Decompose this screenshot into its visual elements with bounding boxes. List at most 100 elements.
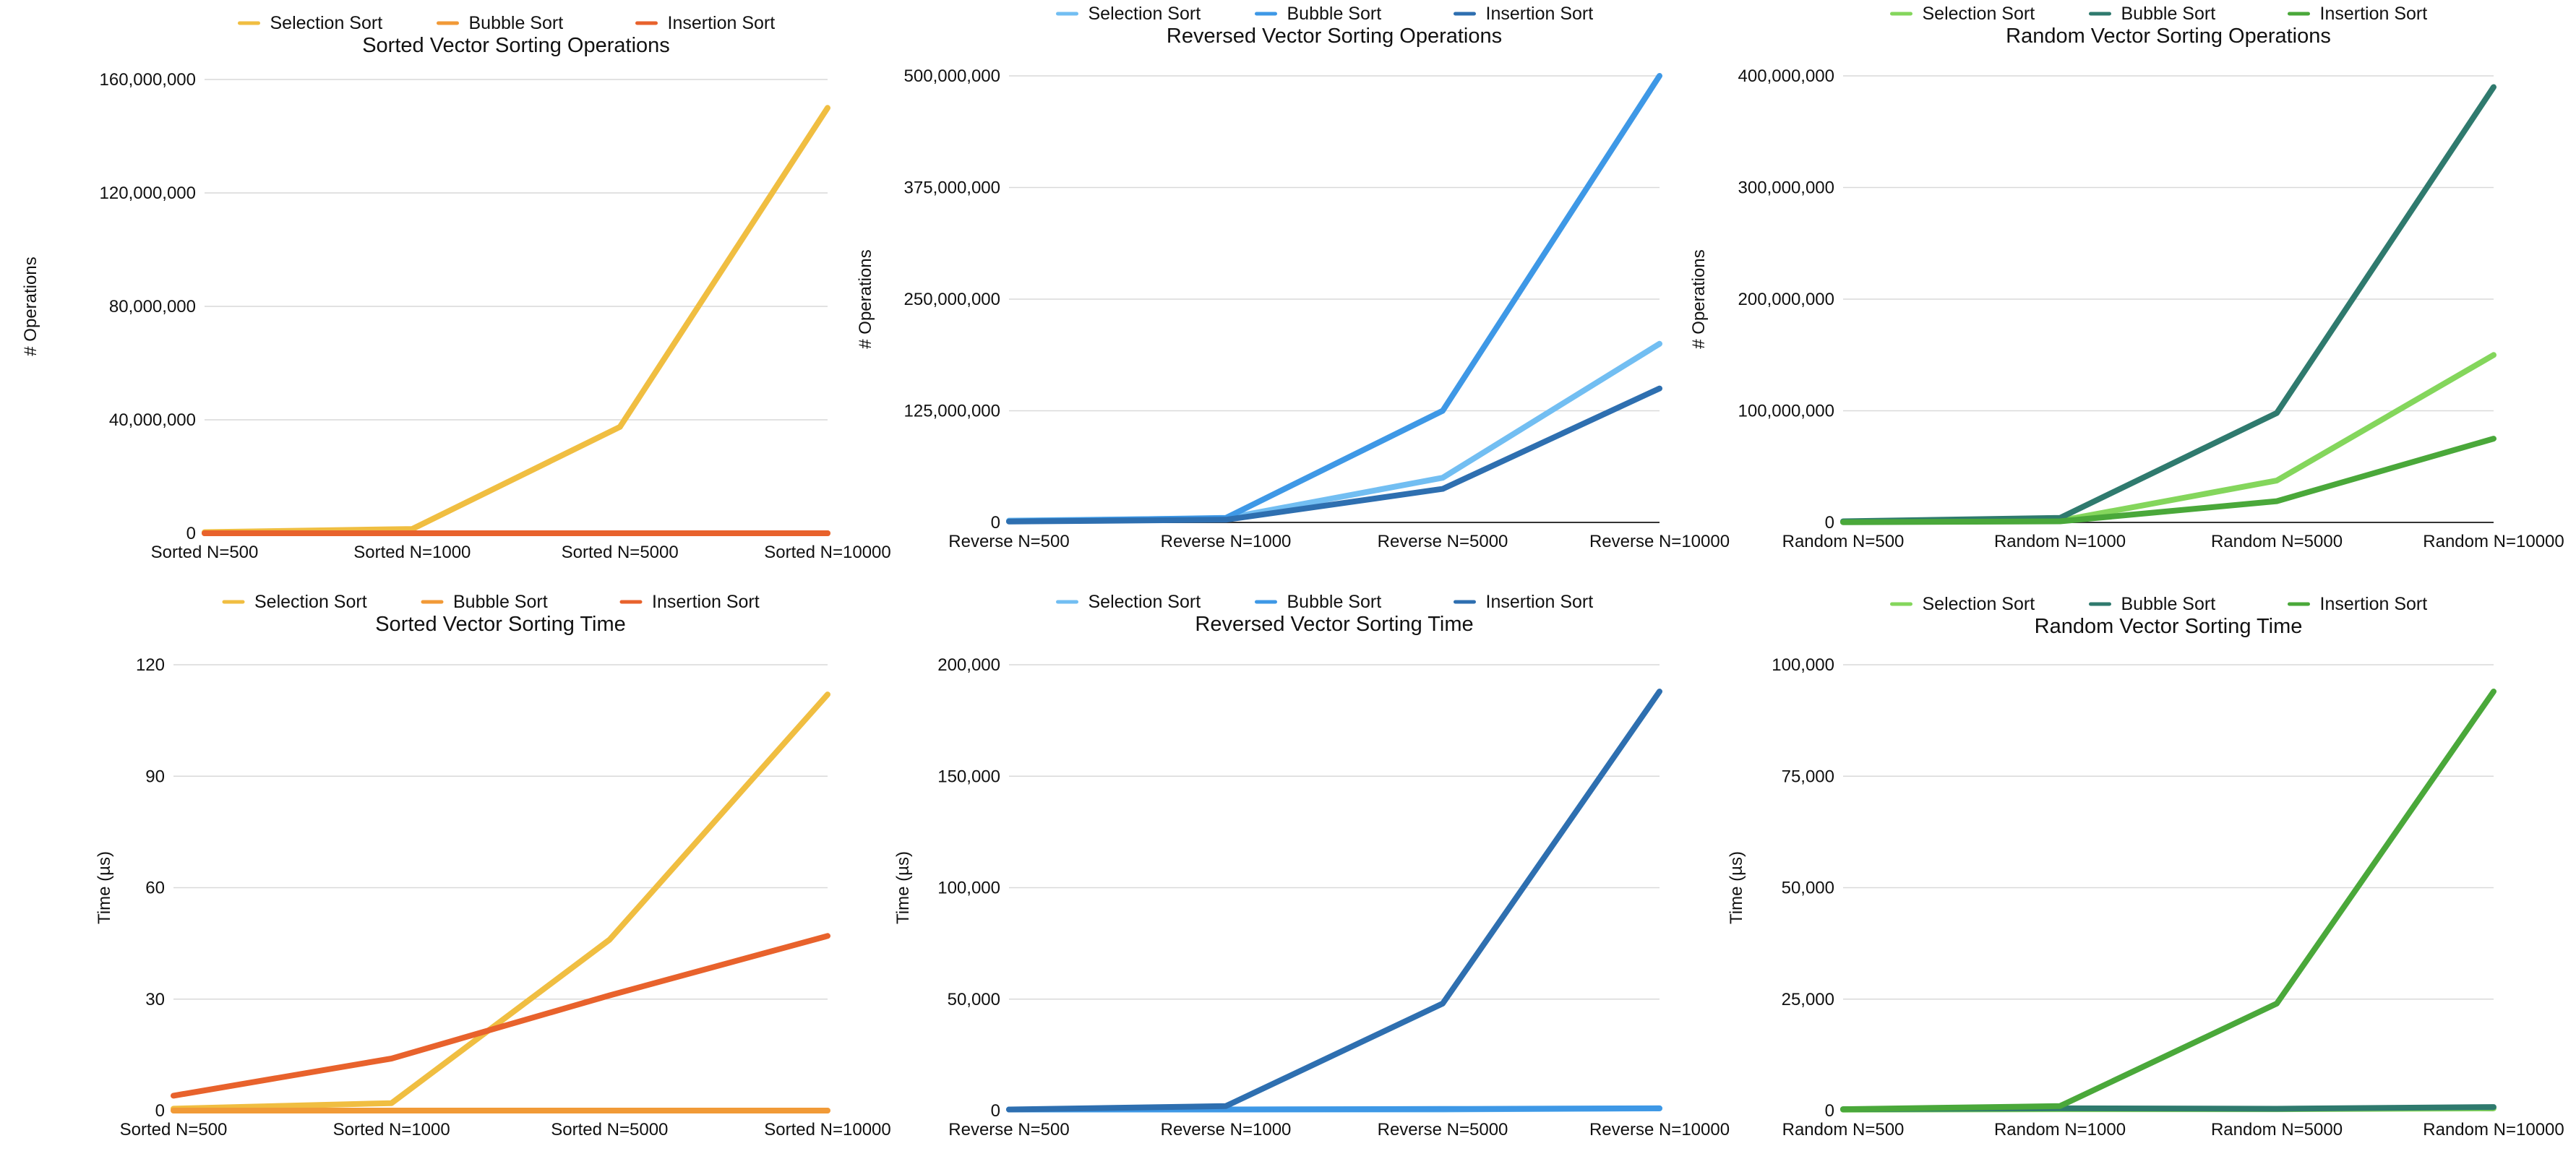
x-tick-label: Sorted N=5000	[551, 1120, 668, 1139]
y-tick-label: 30	[145, 990, 165, 1009]
legend-label: Bubble Sort	[1287, 4, 1382, 24]
legend-label: Insertion Sort	[2320, 594, 2428, 614]
y-tick-label: 0	[186, 524, 196, 543]
legend-item[interactable]: Selection Sort	[1890, 594, 2035, 614]
x-tick-label: Random N=500	[1782, 1120, 1905, 1139]
legend-item[interactable]: Insertion Sort	[1454, 592, 1594, 612]
y-tick-label: 50,000	[1782, 879, 1834, 898]
y-tick-label: 400,000,000	[1738, 66, 1834, 86]
y-tick-label: 90	[145, 767, 165, 786]
legend-item[interactable]: Bubble Sort	[1255, 592, 1382, 612]
legend-label: Selection Sort	[270, 13, 383, 33]
legend-label: Bubble Sort	[2121, 4, 2216, 24]
series-line-selection-sort[interactable]	[171, 691, 830, 1112]
legend-label: Selection Sort	[1089, 592, 1201, 612]
legend-item[interactable]: Bubble Sort	[437, 13, 564, 33]
y-tick-label: 150,000	[937, 767, 1000, 786]
x-tick-label: Sorted N=10000	[764, 543, 890, 562]
x-tick-label: Sorted N=10000	[764, 1120, 890, 1139]
x-tick-label: Sorted N=1000	[333, 1120, 450, 1139]
legend: Selection Sort Bubble Sort Insertion Sort	[222, 592, 760, 612]
x-tick-label: Sorted N=500	[151, 543, 259, 562]
legend-label: Insertion Sort	[1486, 4, 1594, 24]
y-tick-label: 100,000	[937, 879, 1000, 898]
y-tick-label: 120	[136, 655, 165, 675]
x-tick-label: Random N=10000	[2423, 532, 2564, 551]
legend-label: Insertion Sort	[1486, 592, 1594, 612]
legend: Selection Sort Bubble Sort Insertion Sort	[238, 13, 776, 33]
legend-label: Bubble Sort	[2121, 594, 2216, 614]
y-tick-label: 80,000,000	[109, 297, 196, 316]
x-tick-label: Reverse N=1000	[1161, 1120, 1292, 1139]
y-tick-label: 300,000,000	[1738, 178, 1834, 198]
chart-title: Random Vector Sorting Time	[2035, 615, 2303, 638]
series-line-insertion-sort[interactable]	[1840, 436, 2496, 525]
legend-item[interactable]: Insertion Sort	[635, 13, 776, 33]
legend-label: Selection Sort	[1923, 594, 2035, 614]
chart-title: Sorted Vector Sorting Time	[375, 613, 626, 636]
legend-label: Insertion Sort	[668, 13, 776, 33]
legend-label: Bubble Sort	[453, 592, 548, 612]
x-tick-label: Random N=1000	[1994, 532, 2126, 551]
y-tick-label: 50,000	[948, 990, 1000, 1009]
legend-item[interactable]: Insertion Sort	[619, 592, 760, 612]
chart-title: Sorted Vector Sorting Operations	[362, 34, 670, 57]
legend-item[interactable]: Selection Sort	[222, 592, 367, 612]
y-tick-label: 250,000,000	[904, 290, 1000, 309]
legend-item[interactable]: Insertion Sort	[2288, 4, 2428, 24]
x-tick-label: Reverse N=5000	[1378, 532, 1508, 551]
x-tick-label: Random N=500	[1782, 532, 1905, 551]
y-tick-label: 0	[991, 1101, 1000, 1121]
series-line-insertion-sort[interactable]	[1006, 689, 1662, 1113]
y-tick-label: 100,000	[1772, 655, 1834, 675]
x-tick-label: Reverse N=10000	[1589, 532, 1730, 551]
y-tick-label: 200,000,000	[1738, 290, 1834, 309]
legend-item[interactable]: Selection Sort	[1056, 592, 1201, 612]
x-tick-label: Reverse N=5000	[1378, 1120, 1508, 1139]
y-axis-label: # Operations	[21, 257, 40, 356]
legend-item[interactable]: Selection Sort	[1056, 4, 1201, 24]
y-tick-label: 0	[1825, 513, 1834, 533]
x-tick-label: Sorted N=5000	[562, 543, 679, 562]
y-tick-label: 0	[991, 513, 1000, 533]
x-tick-label: Reverse N=500	[948, 532, 1069, 551]
legend-item[interactable]: Bubble Sort	[2089, 594, 2216, 614]
y-axis-label: Time (µs)	[893, 851, 913, 924]
y-axis-label: # Operations	[856, 249, 875, 348]
legend-label: Bubble Sort	[1287, 592, 1382, 612]
x-tick-label: Reverse N=1000	[1161, 532, 1292, 551]
series-line-insertion-sort[interactable]	[1006, 385, 1662, 525]
x-tick-label: Reverse N=500	[948, 1120, 1069, 1139]
series-line-insertion-sort[interactable]	[1840, 689, 2496, 1113]
legend-label: Insertion Sort	[652, 592, 760, 612]
chart-title: Random Vector Sorting Operations	[2006, 25, 2331, 48]
x-tick-label: Random N=5000	[2211, 532, 2343, 551]
legend-item[interactable]: Bubble Sort	[2089, 4, 2216, 24]
y-tick-label: 0	[1825, 1101, 1834, 1121]
y-axis-label: Time (µs)	[1727, 851, 1746, 924]
chart-title: Reversed Vector Sorting Operations	[1167, 25, 1502, 48]
y-axis-label: # Operations	[1689, 249, 1709, 348]
y-tick-label: 60	[145, 879, 165, 898]
y-tick-label: 125,000,000	[904, 402, 1000, 421]
legend: Selection Sort Bubble Sort Insertion Sort	[1056, 4, 1594, 24]
legend-item[interactable]: Selection Sort	[238, 13, 383, 33]
legend-label: Bubble Sort	[469, 13, 564, 33]
y-tick-label: 40,000,000	[109, 410, 196, 430]
legend-label: Selection Sort	[254, 592, 367, 612]
legend-item[interactable]: Selection Sort	[1890, 4, 2035, 24]
legend-label: Selection Sort	[1923, 4, 2035, 24]
series-line-insertion-sort[interactable]	[171, 933, 830, 1099]
legend-item[interactable]: Bubble Sort	[421, 592, 548, 612]
y-tick-label: 200,000	[937, 655, 1000, 675]
legend-item[interactable]: Insertion Sort	[1454, 4, 1594, 24]
y-tick-label: 25,000	[1782, 990, 1834, 1009]
legend-item[interactable]: Bubble Sort	[1255, 4, 1382, 24]
legend-label: Insertion Sort	[2320, 4, 2428, 24]
legend-item[interactable]: Insertion Sort	[2288, 594, 2428, 614]
